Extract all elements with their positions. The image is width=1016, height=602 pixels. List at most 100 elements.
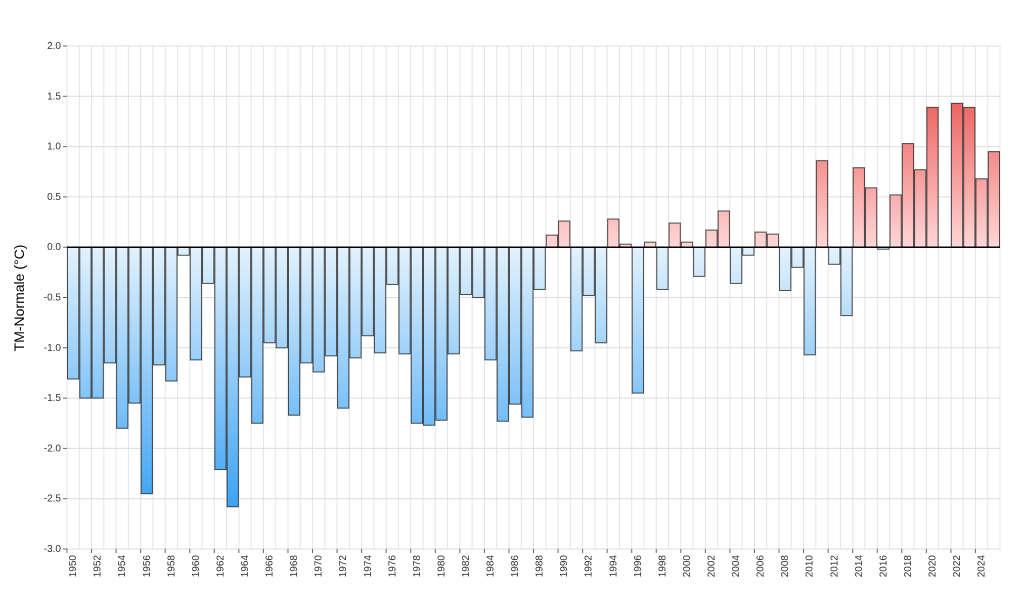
x-tick-label: 1958 (166, 555, 177, 578)
x-tick-label: 1990 (559, 555, 570, 578)
x-tick-label: 2008 (780, 555, 791, 578)
bar-2009 (791, 246, 804, 268)
y-tick-label: -0.5 (44, 293, 62, 304)
y-tick-label: -1.0 (44, 343, 62, 354)
bar-2000 (680, 241, 694, 248)
x-tick-label: 2014 (854, 555, 865, 578)
x-tick-label: 1964 (240, 555, 251, 578)
bar-2001 (693, 246, 706, 277)
bar-2017 (889, 194, 902, 248)
x-tick-label: 1976 (387, 555, 398, 578)
x-tick-label: 1952 (93, 555, 104, 578)
y-axis-label: TM-Normale (°C) (11, 245, 27, 352)
bar-2019 (914, 169, 927, 248)
x-tick-label: 2000 (682, 555, 693, 578)
bar-1977 (398, 246, 411, 355)
bar-1968 (287, 246, 301, 416)
x-tick-label: 1972 (338, 555, 349, 578)
x-tick-label: 1988 (535, 555, 546, 578)
x-tick-label: 1960 (191, 555, 202, 578)
bar-2025 (987, 151, 1001, 248)
y-tick-label: -1.5 (44, 393, 62, 404)
x-tick-label: 1984 (486, 555, 497, 578)
bar-1964 (238, 246, 252, 378)
bar-1953 (103, 246, 117, 364)
bar-1954 (116, 246, 129, 429)
bar-1981 (447, 246, 460, 355)
x-tick-label: 1980 (436, 555, 447, 578)
x-tick-label: 2018 (903, 555, 914, 578)
y-tick-label: -2.5 (44, 494, 62, 505)
bar-1996 (631, 246, 644, 394)
bar-1962 (214, 246, 227, 471)
bar-1990 (558, 220, 571, 248)
bar-1965 (251, 246, 264, 424)
x-tick-label: 2020 (927, 555, 938, 578)
bar-2006 (754, 231, 767, 248)
bar-2002 (705, 229, 718, 248)
x-tick-label: 1968 (289, 555, 300, 578)
x-tick-label: 2010 (805, 555, 816, 578)
bar-2007 (766, 233, 780, 248)
x-tick-label: 2022 (952, 555, 963, 578)
bar-1983 (472, 246, 485, 298)
bars (67, 102, 1001, 508)
x-tick-label: 2002 (707, 555, 718, 578)
x-tick-label: 1982 (461, 555, 472, 578)
x-tick-label: 1978 (412, 555, 423, 578)
x-tick-label: 1996 (633, 555, 644, 578)
bar-1998 (656, 246, 669, 290)
x-tick-label: 1994 (608, 555, 619, 578)
bar-1975 (373, 246, 387, 354)
bar-2011 (815, 160, 829, 248)
bar-1971 (324, 246, 338, 357)
bar-1985 (496, 246, 509, 422)
bar-1970 (312, 246, 325, 373)
bar-1969 (300, 246, 313, 364)
bar-2010 (803, 246, 816, 356)
bar-1987 (521, 246, 534, 418)
bar-1973 (349, 246, 362, 359)
x-tick-label: 2016 (878, 555, 889, 578)
y-tick-label: 1.5 (47, 91, 61, 102)
bar-1991 (570, 246, 583, 352)
x-tick-label: 1970 (314, 555, 325, 578)
y-tick-label: 0.0 (47, 242, 61, 253)
x-tick-label: 1956 (142, 555, 153, 578)
bar-1999 (668, 222, 681, 248)
bar-1963 (226, 246, 239, 508)
bar-2015 (864, 187, 878, 248)
bar-1993 (594, 246, 608, 344)
bar-2014 (852, 167, 865, 248)
bar-1980 (435, 246, 448, 421)
axes: 2.0 1.5 1.0 0.5 0.0 -0.5 -1.0 -1.5 -2.0 -2.5 -3.0 1… (44, 41, 1000, 577)
bar-1986 (508, 246, 522, 405)
y-tick-label: 1.0 (47, 142, 61, 153)
bar-2003 (717, 210, 730, 248)
y-tick-label: 0.5 (47, 192, 61, 203)
bar-1989 (545, 234, 559, 248)
bar-2008 (779, 246, 792, 291)
x-tick-label: 1954 (117, 555, 128, 578)
bar-1956 (140, 246, 153, 495)
bar-1972 (337, 246, 350, 409)
x-tick-label: 2024 (977, 555, 988, 578)
bar-1992 (582, 246, 595, 296)
bar-2005 (742, 246, 755, 256)
x-tick-label: 1966 (265, 555, 276, 578)
bar-1961 (202, 246, 215, 284)
bar-1966 (263, 246, 276, 344)
bar-1979 (423, 246, 436, 426)
x-tick-label: 1992 (584, 555, 595, 578)
bar-1958 (165, 246, 178, 382)
bar-1967 (275, 246, 288, 349)
bar-1960 (189, 246, 203, 361)
x-tick-label: 1974 (363, 555, 374, 578)
bar-1994 (607, 218, 620, 248)
x-tick-label: 1986 (510, 555, 521, 578)
y-tick-label: -3.0 (44, 544, 62, 555)
bar-2022 (950, 102, 964, 248)
bar-1988 (533, 246, 546, 290)
bar-2023 (963, 106, 976, 248)
